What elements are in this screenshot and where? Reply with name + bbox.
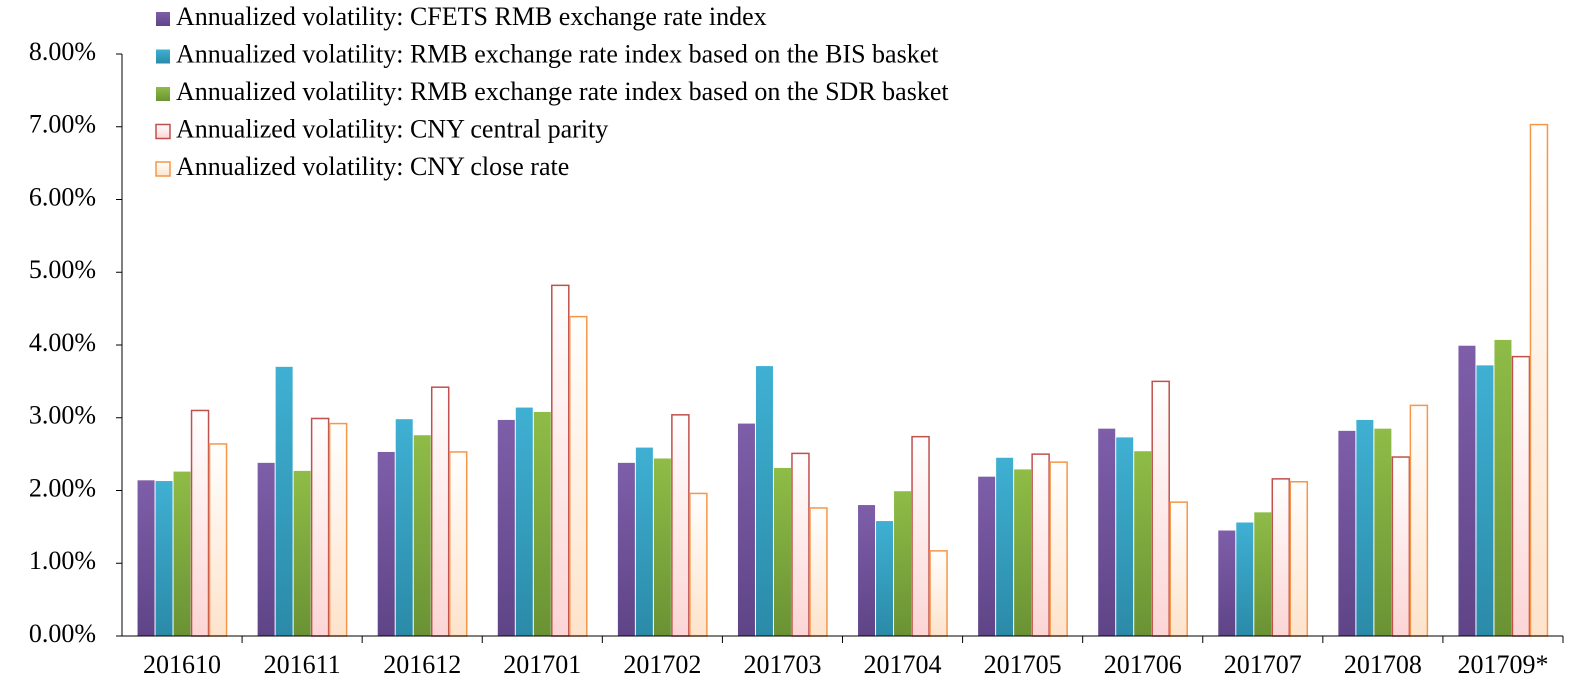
x-tick-label: 201612 (383, 650, 461, 679)
bar (1014, 469, 1032, 636)
bar (497, 419, 515, 636)
bar (737, 423, 755, 636)
bar (1236, 522, 1254, 636)
bar (1494, 339, 1512, 636)
bar (448, 451, 468, 637)
bar (978, 476, 996, 636)
bar (617, 462, 635, 636)
bar (377, 451, 395, 636)
y-tick-label: 0.00% (29, 619, 96, 648)
bar (894, 491, 912, 636)
bar (1134, 451, 1152, 636)
bar (155, 481, 173, 636)
bar (257, 462, 275, 636)
bar (1391, 456, 1411, 637)
bar (653, 458, 671, 636)
bar (413, 435, 431, 636)
x-tick-label: 201709* (1457, 650, 1548, 679)
bar (190, 409, 210, 637)
bar (1116, 437, 1134, 636)
legend-swatch (156, 49, 170, 64)
bar (1271, 478, 1291, 637)
x-tick-label: 201705 (984, 650, 1062, 679)
y-tick-label: 2.00% (29, 473, 96, 502)
bar (515, 407, 533, 636)
bar (1289, 481, 1309, 637)
y-tick-label: 5.00% (29, 255, 96, 284)
bar (1374, 428, 1392, 636)
x-tick-label: 201701 (503, 650, 581, 679)
legend-label: Annualized volatility: RMB exchange rate… (176, 77, 949, 106)
bar (1049, 461, 1068, 637)
y-tick-label: 7.00% (29, 110, 96, 139)
x-tick-label: 201703 (743, 650, 821, 679)
legend-label: Annualized volatility: CNY central parit… (176, 114, 608, 143)
bar (551, 284, 570, 637)
y-tick-label: 4.00% (29, 328, 96, 357)
bar (1098, 428, 1116, 636)
legend-swatch (156, 12, 170, 26)
bar (791, 452, 810, 637)
bar (1458, 345, 1476, 636)
bar (876, 521, 894, 636)
bar (1476, 365, 1494, 636)
legend-swatch (155, 123, 171, 140)
bar (1511, 355, 1531, 637)
bar (773, 467, 791, 636)
bar (395, 419, 413, 636)
legend-label: Annualized volatility: CFETS RMB exchang… (176, 2, 767, 31)
y-tick-label: 3.00% (29, 401, 96, 430)
bar (1169, 501, 1188, 637)
bar (310, 417, 330, 637)
bar (137, 480, 155, 636)
legend-label: Annualized volatility: RMB exchange rate… (176, 39, 939, 68)
bar (1031, 453, 1050, 637)
bar (1356, 419, 1374, 636)
x-tick-label: 201704 (864, 650, 942, 679)
bar (809, 507, 828, 637)
legend-label: Annualized volatility: CNY close rate (176, 152, 569, 181)
bar (430, 386, 450, 637)
bar (275, 366, 293, 636)
x-tick-label: 201702 (623, 650, 701, 679)
bar (911, 435, 930, 637)
bar (533, 411, 551, 636)
legend-swatch (156, 87, 170, 101)
bar (671, 414, 690, 637)
bar (293, 470, 311, 636)
bar (328, 422, 348, 637)
bar (1151, 380, 1170, 637)
bar (1529, 123, 1549, 637)
bar (929, 550, 948, 637)
bar (1218, 530, 1236, 636)
legend-swatch (155, 161, 171, 177)
x-tick-label: 201611 (264, 650, 341, 679)
y-tick-label: 1.00% (29, 546, 96, 575)
bar (858, 505, 876, 636)
x-tick-label: 201708 (1344, 650, 1422, 679)
y-tick-label: 6.00% (29, 182, 96, 211)
x-tick-label: 201610 (143, 650, 221, 679)
bar (689, 492, 708, 637)
bar (208, 443, 228, 637)
bar (996, 457, 1014, 636)
bar (1254, 512, 1272, 636)
bar (635, 447, 653, 636)
bar (173, 471, 191, 636)
y-tick-label: 8.00% (29, 37, 96, 66)
bar (1338, 430, 1356, 636)
bar (1409, 404, 1429, 637)
bar (569, 315, 588, 637)
bar (755, 366, 773, 636)
x-tick-label: 201706 (1104, 650, 1182, 679)
x-tick-label: 201707 (1224, 650, 1302, 679)
